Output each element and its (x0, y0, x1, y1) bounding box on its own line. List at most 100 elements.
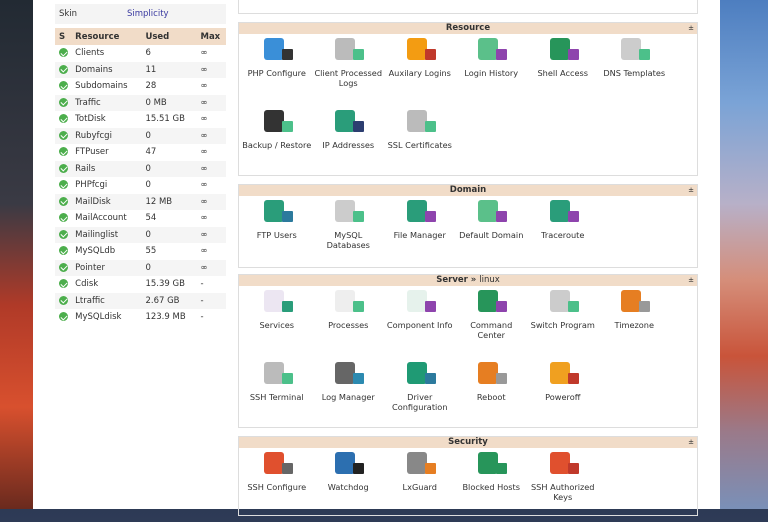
shield-icon (403, 452, 437, 478)
action-label: IP Addresses (322, 140, 375, 150)
action-processes[interactable]: Processes (313, 288, 385, 360)
action-login-history[interactable]: Login History (456, 36, 528, 108)
skin-label: Skin (59, 9, 78, 19)
server-icon (617, 290, 651, 316)
resource-table: S Resource Used Max Clients 6 ∞ Domains … (55, 28, 226, 326)
action-label: LxGuard (402, 482, 437, 492)
action-ssh-authorized-keys[interactable]: SSH Authorized Keys (527, 450, 599, 522)
table-row: MySQLdisk 123.9 MB - (55, 309, 226, 326)
action-label: SSL Certificates (387, 140, 452, 150)
status-cell (55, 243, 71, 260)
resource-max: ∞ (196, 61, 226, 78)
action-php-configure[interactable]: PHP Configure (241, 36, 313, 108)
action-label: FTP Users (256, 230, 297, 240)
status-cell (55, 292, 72, 309)
action-lxguard[interactable]: LxGuard (384, 450, 456, 522)
section-server: Server » linux ± Services Processes Compo… (238, 274, 698, 428)
book-icon (474, 38, 508, 64)
action-mysql-databases[interactable]: MySQL Databases (313, 198, 385, 270)
action-component-info[interactable]: Component Info (384, 288, 456, 360)
action-auxilary-logins[interactable]: Auxilary Logins (384, 36, 456, 108)
driver-icon (403, 362, 437, 388)
action-command-center[interactable]: Command Center (456, 288, 528, 360)
collapse-toggle-icon[interactable]: ± (688, 438, 694, 446)
action-client-processed-logs[interactable]: Client Processed Logs (313, 36, 385, 108)
resource-used: 0 (141, 127, 197, 144)
resource-max: - (200, 312, 204, 323)
check-icon (59, 114, 68, 124)
collapse-toggle-icon[interactable]: ± (688, 276, 694, 284)
action-file-manager[interactable]: File Manager (384, 198, 456, 270)
check-icon (59, 180, 68, 190)
server-icon (474, 362, 508, 388)
action-label: Command Center (470, 320, 513, 340)
action-label: PHP Configure (247, 68, 306, 78)
resource-name: MailDisk (71, 193, 142, 210)
resource-used: 11 (141, 61, 197, 78)
action-shell-access[interactable]: Shell Access (527, 36, 599, 108)
check-icon (59, 213, 68, 223)
resource-name: MySQLdb (75, 246, 116, 257)
check-icon (59, 279, 68, 289)
dns-icon (617, 38, 651, 64)
user-icon (403, 38, 437, 64)
action-ssl-certificates[interactable]: SSL Certificates (384, 108, 456, 180)
check-icon (59, 295, 68, 305)
action-traceroute[interactable]: Traceroute (527, 198, 599, 270)
resource-max: ∞ (196, 160, 226, 177)
action-label: Watchdog (327, 482, 369, 492)
check-icon (59, 163, 68, 173)
col-max: Max (196, 28, 226, 45)
ssh-keys-icon (546, 452, 580, 478)
action-label: Traceroute (541, 230, 585, 240)
resource-name: Ltraffic (71, 292, 142, 309)
server-icon (474, 290, 508, 316)
action-blocked-hosts[interactable]: Blocked Hosts (456, 450, 528, 522)
server-icon (546, 362, 580, 388)
skin-value-link[interactable]: Simplicity (127, 9, 169, 19)
action-ip-addresses[interactable]: IP Addresses (313, 108, 385, 180)
resource-used: 0 (145, 180, 151, 191)
resource-name: Mailinglist (71, 226, 142, 243)
status-cell (55, 276, 71, 293)
check-icon (59, 81, 68, 91)
table-row: Rails 0 ∞ (55, 160, 226, 177)
action-timezone[interactable]: Timezone (599, 288, 671, 360)
action-dns-templates[interactable]: DNS Templates (599, 36, 671, 108)
resource-max: ∞ (196, 193, 226, 210)
table-row: Ltraffic 2.67 GB - (55, 292, 226, 309)
status-cell (55, 177, 71, 194)
action-reboot[interactable]: Reboot (456, 360, 528, 432)
action-default-domain[interactable]: Default Domain (456, 198, 528, 270)
resource-used: 0 (141, 259, 197, 276)
action-ssh-terminal[interactable]: SSH Terminal (241, 360, 313, 432)
check-icon (59, 64, 68, 74)
collapse-toggle-icon[interactable]: ± (688, 186, 694, 194)
action-backup-restore[interactable]: Backup / Restore (241, 108, 313, 180)
table-row: FTPuser 47 ∞ (55, 144, 226, 161)
action-log-manager[interactable]: Log Manager (313, 360, 385, 432)
action-label: MySQL Databases (326, 230, 370, 250)
resource-usage-panel: Skin Simplicity S Resource Used Max Clie… (55, 0, 226, 326)
section-domain: Domain ± FTP Users MySQL Databases File … (238, 184, 698, 268)
action-ssh-configure[interactable]: SSH Configure (241, 450, 313, 522)
action-watchdog[interactable]: Watchdog (313, 450, 385, 522)
action-driver-configuration[interactable]: Driver Configuration (384, 360, 456, 432)
col-status: S (55, 28, 72, 45)
collapse-toggle-icon[interactable]: ± (688, 24, 694, 32)
section-resource: Resource ± PHP Configure Client Processe… (238, 22, 698, 176)
resource-max: ∞ (200, 246, 208, 257)
action-label: Backup / Restore (242, 140, 312, 150)
section-header: Resource ± (239, 23, 697, 34)
shell-user-icon (546, 38, 580, 64)
action-services[interactable]: Services (241, 288, 313, 360)
action-switch-program[interactable]: Switch Program (527, 288, 599, 360)
action-poweroff[interactable]: Poweroff (527, 360, 599, 432)
section-header: Server » linux ± (239, 275, 697, 286)
status-cell (55, 226, 72, 243)
resource-max: ∞ (200, 147, 208, 158)
mysql-icon (331, 200, 365, 226)
table-row: Pointer 0 ∞ (55, 259, 226, 276)
action-ftp-users[interactable]: FTP Users (241, 198, 313, 270)
action-label: Reboot (476, 392, 506, 402)
